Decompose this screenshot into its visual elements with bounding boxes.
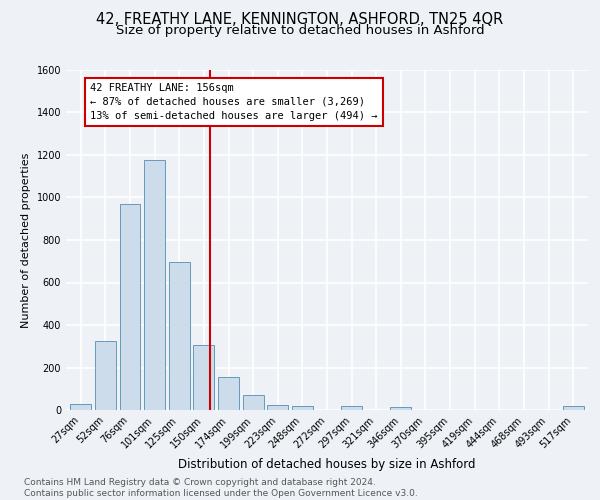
Bar: [242, 394, 263, 410]
Text: Size of property relative to detached houses in Ashford: Size of property relative to detached ho…: [116, 24, 484, 37]
Bar: [95, 341, 116, 410]
Bar: [563, 406, 584, 410]
Bar: [144, 160, 165, 410]
Bar: [119, 204, 140, 410]
Bar: [341, 406, 362, 410]
Bar: [169, 262, 190, 410]
Bar: [391, 408, 412, 410]
Text: Contains HM Land Registry data © Crown copyright and database right 2024.
Contai: Contains HM Land Registry data © Crown c…: [24, 478, 418, 498]
Bar: [218, 377, 239, 410]
Bar: [70, 404, 91, 410]
Bar: [292, 406, 313, 410]
Y-axis label: Number of detached properties: Number of detached properties: [21, 152, 31, 328]
Bar: [193, 345, 214, 410]
Text: 42 FREATHY LANE: 156sqm
← 87% of detached houses are smaller (3,269)
13% of semi: 42 FREATHY LANE: 156sqm ← 87% of detache…: [90, 82, 377, 120]
Text: 42, FREATHY LANE, KENNINGTON, ASHFORD, TN25 4QR: 42, FREATHY LANE, KENNINGTON, ASHFORD, T…: [97, 12, 503, 28]
X-axis label: Distribution of detached houses by size in Ashford: Distribution of detached houses by size …: [178, 458, 476, 471]
Bar: [267, 404, 288, 410]
